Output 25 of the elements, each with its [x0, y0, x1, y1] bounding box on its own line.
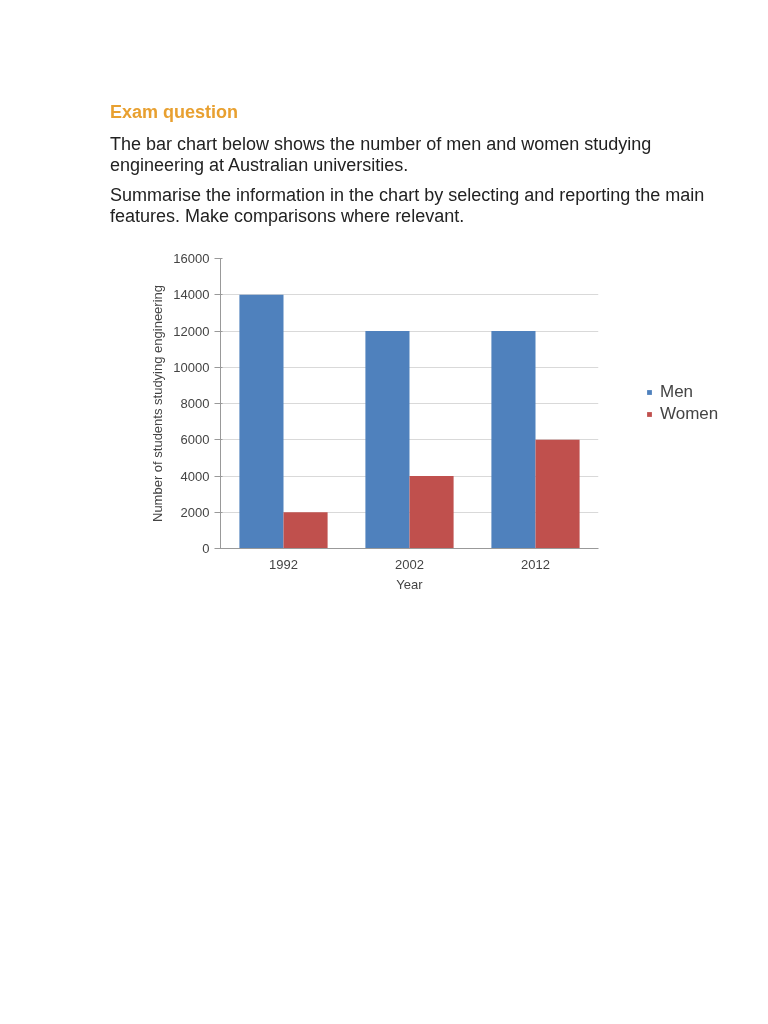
chart-title: Exam question [110, 101, 239, 124]
y-tick-label: 2000 [180, 504, 210, 520]
bar [491, 331, 536, 549]
bar [283, 512, 328, 549]
y-tick-label: 12000 [173, 323, 210, 339]
y-tick-label: 6000 [180, 432, 210, 448]
y-tick-label: 16000 [173, 251, 210, 267]
y-axis-title: Number of students studying engineering [150, 285, 166, 523]
y-tick-label: 14000 [173, 287, 210, 303]
y-tick-label: 8000 [180, 396, 210, 412]
bar [535, 439, 580, 549]
bar [239, 294, 284, 549]
bar [365, 331, 410, 549]
legend-label: Men [660, 382, 694, 403]
y-tick-label: 10000 [173, 359, 210, 375]
x-tick-label: 2012 [521, 556, 550, 572]
chart-subtitle: The bar chart below shows the number of men and women studying engineering at Australian universities. [110, 133, 653, 177]
text: Summarise the information in the chart by selecting and reporting the main features. Make comparisons where relevant. [110, 184, 706, 229]
y-tick-label: 4000 [180, 468, 210, 484]
x-axis-title: Year [396, 576, 424, 592]
bar [409, 476, 454, 549]
x-tick-label: 2002 [395, 556, 424, 572]
legend-label: Women [660, 404, 719, 425]
x-tick-label: 1992 [269, 556, 298, 572]
y-tick-label: 0 [202, 541, 210, 557]
